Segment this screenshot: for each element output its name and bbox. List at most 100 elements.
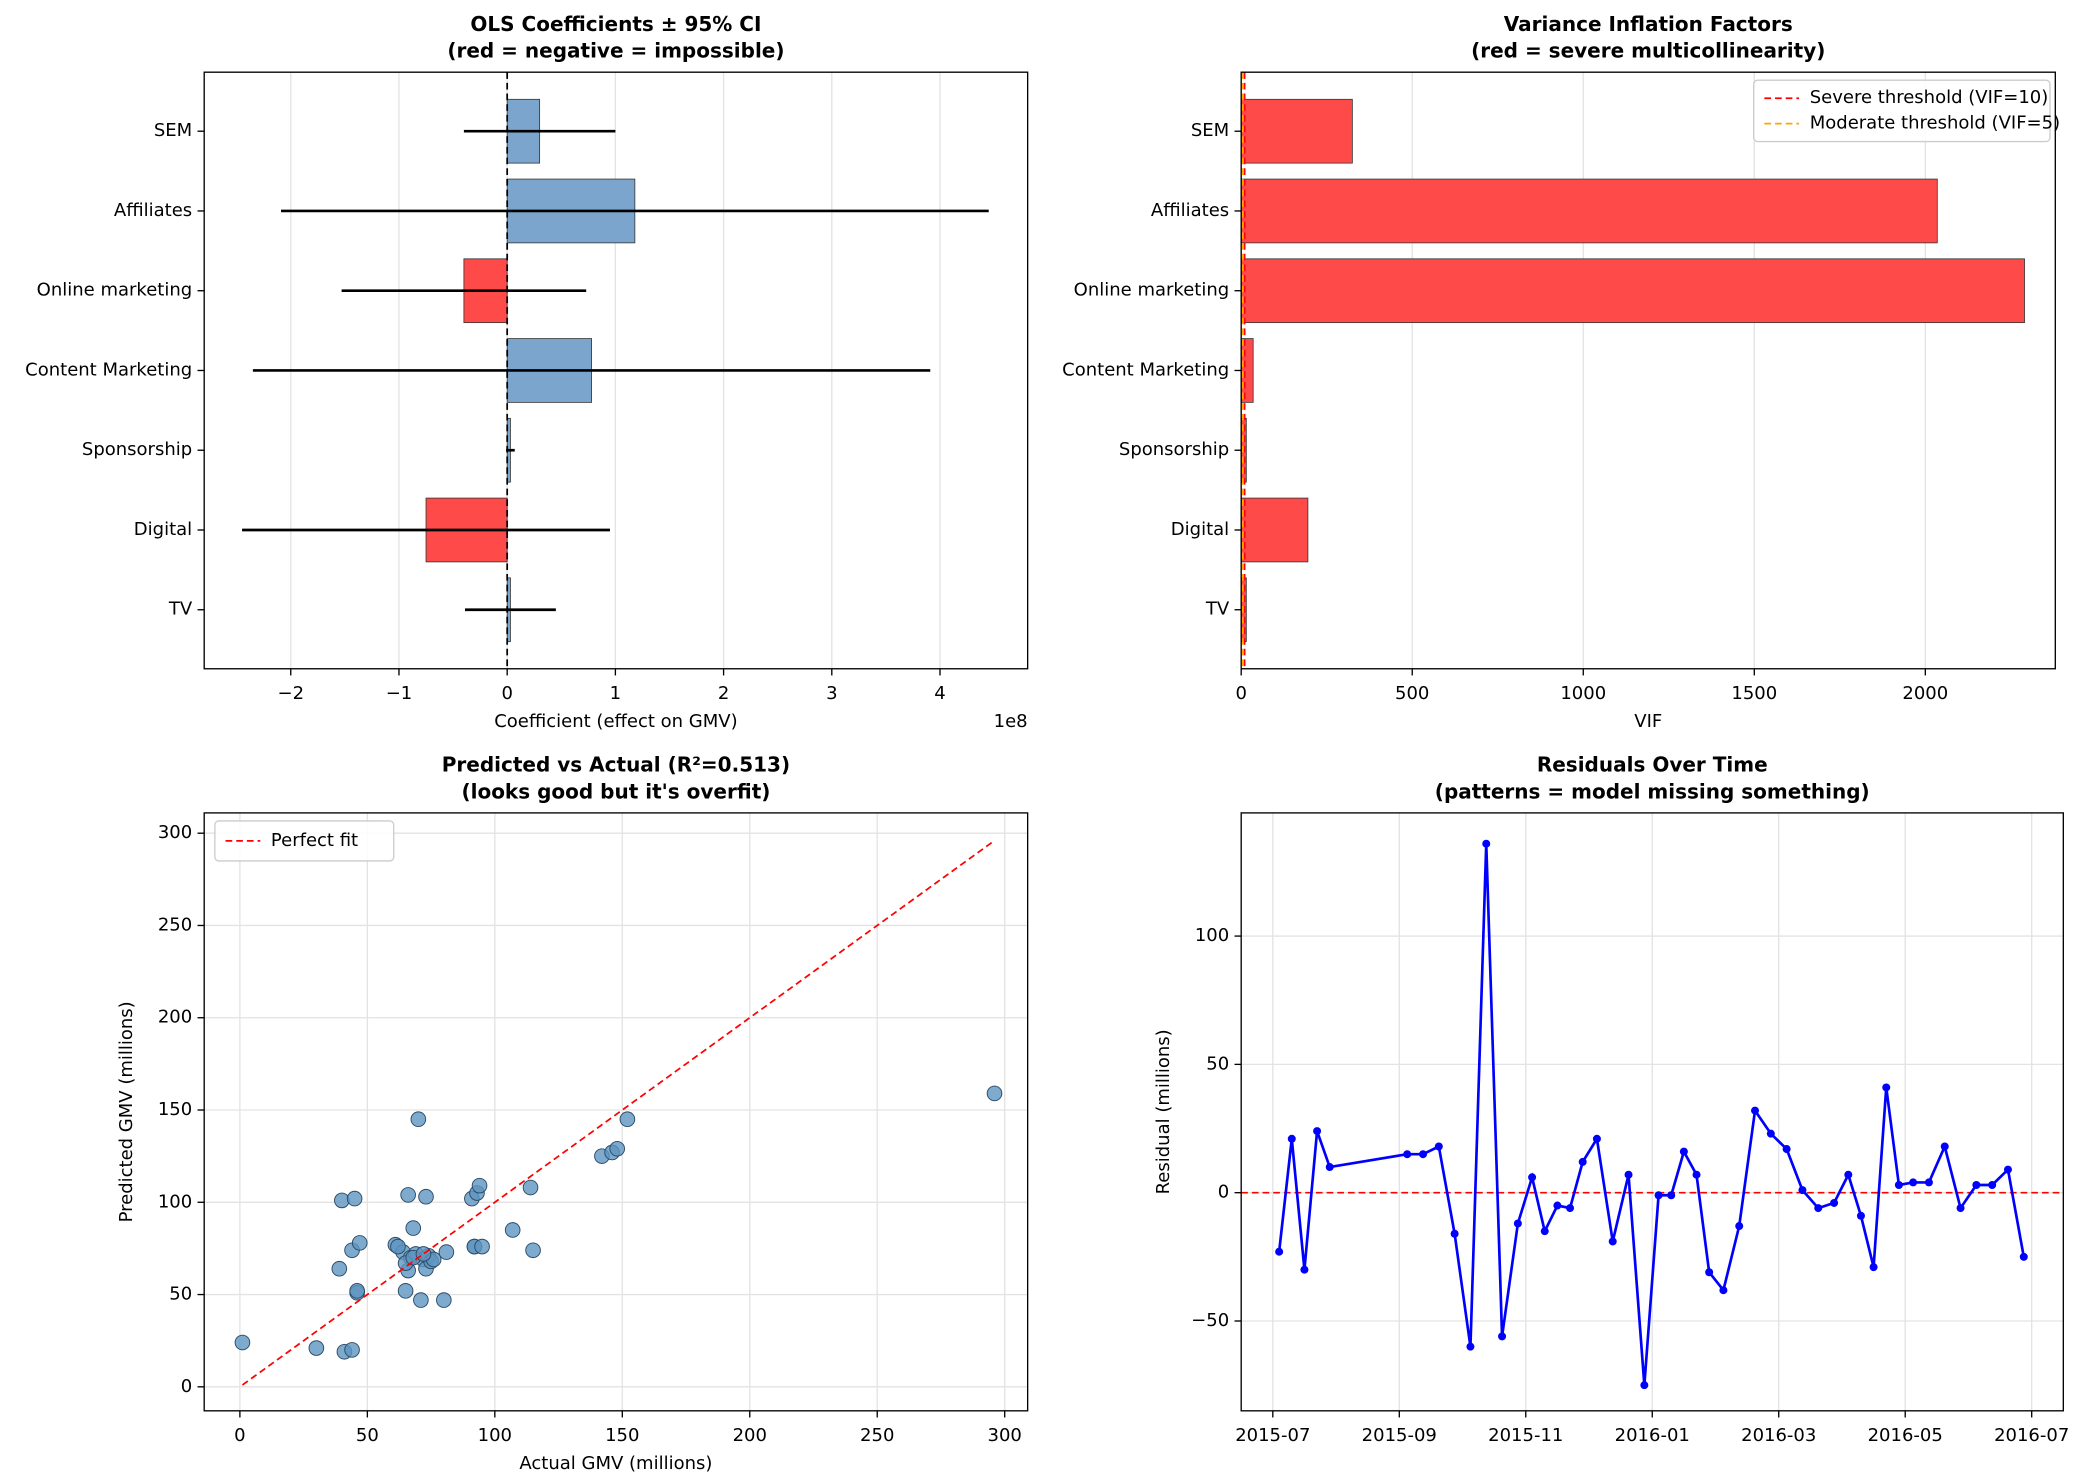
residual-point (1667, 1191, 1676, 1200)
residual-point (1482, 839, 1491, 848)
scatter-point (234, 1334, 251, 1351)
residual-point (1434, 1142, 1443, 1151)
x-tick-label: 4 (934, 683, 945, 704)
y-tick-label: Content Marketing (25, 359, 192, 380)
y-tick-label: 300 (158, 822, 192, 843)
x-tick-label: 2016-01 (1615, 1425, 1690, 1446)
x-tick-label: 150 (605, 1425, 639, 1446)
scatter-point (474, 1238, 490, 1255)
x-axis-label: Coefficient (effect on GMV) (494, 711, 737, 732)
bar (1240, 258, 2025, 324)
scatter-point (405, 1220, 422, 1236)
scatter-point (438, 1244, 455, 1260)
residual-point (1814, 1204, 1823, 1213)
bar (1240, 178, 1938, 244)
x-tick-label: 0 (1235, 683, 1246, 704)
y-tick-label: Digital (134, 519, 192, 540)
y-tick-label: −50 (1191, 1310, 1229, 1331)
x-tick-label: 1500 (1731, 683, 1777, 704)
residual-point (1654, 1191, 1663, 1200)
residual-point (1419, 1150, 1428, 1159)
y-tick-label: SEM (1191, 120, 1229, 141)
residual-point (1578, 1157, 1587, 1166)
scatter-point (619, 1111, 636, 1128)
y-tick-label: Online marketing (1074, 280, 1230, 301)
residual-point (1498, 1332, 1507, 1341)
residual-point (1844, 1170, 1853, 1179)
axes-frame (1240, 812, 2064, 1412)
y-tick-label: 100 (158, 1191, 192, 1212)
x-tick-label: 1 (610, 683, 621, 704)
residual-point (1882, 1083, 1891, 1092)
scatter-point (504, 1222, 521, 1238)
scatter-point (418, 1188, 434, 1205)
residual-point (2019, 1252, 2028, 1261)
y-tick-label: TV (1205, 599, 1230, 620)
y-tick-label: 250 (158, 914, 192, 935)
y-tick-label: 50 (1206, 1053, 1229, 1074)
fit-line (241, 839, 996, 1386)
scatter-point (522, 1179, 539, 1196)
x-tick-label: 2015-07 (1235, 1425, 1310, 1446)
residual-line (1277, 843, 2026, 1386)
chart-title: Residuals Over Time (1537, 753, 1768, 777)
residual-point (1624, 1170, 1633, 1179)
scatter-point (400, 1187, 416, 1203)
residual-point (1528, 1173, 1537, 1182)
residual-point (1566, 1204, 1575, 1213)
y-tick-label: 100 (1195, 925, 1229, 946)
y-tick-label: Affiliates (114, 200, 192, 221)
x-tick-label: 100 (478, 1425, 512, 1446)
x-axis-label: VIF (1634, 711, 1662, 732)
bar (1240, 98, 1353, 164)
residual-point (1972, 1180, 1981, 1189)
residual-point (1679, 1147, 1688, 1156)
residual-point (1894, 1180, 1903, 1189)
x-tick-label: 500 (1395, 683, 1429, 704)
residual-point (1608, 1237, 1617, 1246)
scatter-point (410, 1111, 427, 1128)
chart-title: Variance Inflation Factors (1504, 12, 1793, 36)
y-tick-label: 0 (1218, 1182, 1229, 1203)
residual-point (1300, 1265, 1309, 1274)
x-tick-label: 2015-09 (1362, 1425, 1437, 1446)
x-tick-label: −1 (386, 683, 413, 704)
scatter-point (390, 1238, 406, 1255)
residual-point (1940, 1142, 1949, 1151)
x-tick-label: 0 (501, 683, 512, 704)
residual-point (1782, 1145, 1791, 1154)
x-tick-label: 2 (718, 683, 729, 704)
chart-subtitle: (patterns = model missing something) (1435, 779, 1870, 803)
scatter-point (397, 1283, 414, 1299)
x-tick-label: 50 (356, 1425, 379, 1446)
residual-point (1856, 1211, 1865, 1220)
residual-point (1924, 1178, 1933, 1187)
x-axis-label: Actual GMV (millions) (519, 1453, 712, 1474)
residual-point (1275, 1247, 1284, 1256)
y-tick-label: 150 (158, 1099, 192, 1120)
residual-point (1869, 1263, 1878, 1272)
residual-point (1450, 1229, 1459, 1238)
y-tick-label: 200 (158, 1007, 192, 1028)
scatter-point (471, 1177, 488, 1194)
scatter-point (334, 1192, 350, 1209)
residual-point (2003, 1165, 2012, 1174)
residual-point (1403, 1150, 1412, 1159)
scatter-point (986, 1085, 1003, 1102)
x-tick-label: 3 (826, 683, 837, 704)
bar (1240, 497, 1309, 563)
scatter-point (415, 1246, 432, 1262)
residual-point (1513, 1219, 1522, 1228)
y-tick-label: SEM (154, 120, 192, 141)
y-axis-label: Residual (millions) (1153, 1029, 1174, 1194)
legend-box (1753, 79, 2051, 143)
scatter-point (413, 1292, 429, 1308)
residual-point (1313, 1127, 1322, 1136)
y-tick-label: 50 (169, 1284, 192, 1305)
y-tick-label: Digital (1171, 519, 1229, 540)
scatter-point (609, 1140, 626, 1157)
scatter-point (344, 1342, 360, 1358)
scatter-point (525, 1242, 541, 1259)
